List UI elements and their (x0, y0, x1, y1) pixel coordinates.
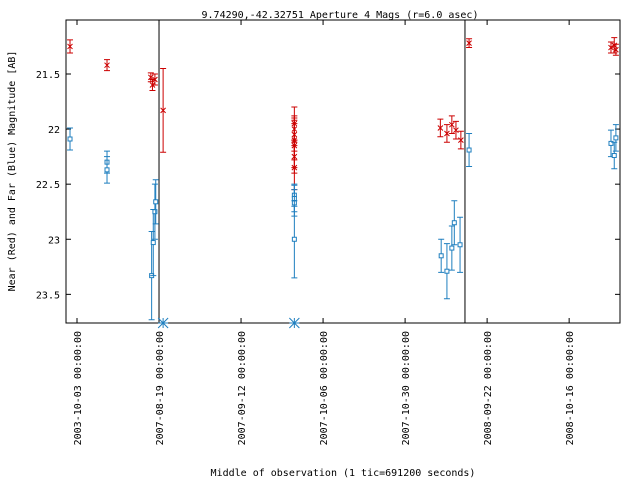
point (438, 253, 444, 259)
point (608, 140, 614, 146)
x-tick-label: 2008-10-16 00:00:00 (565, 331, 576, 445)
point (448, 121, 455, 128)
point (67, 136, 73, 142)
y-tick-label: 22 (48, 125, 60, 136)
point (466, 147, 472, 153)
point (458, 137, 464, 143)
y-axis-label: Near (Red) and Far (Blue) Magnitude [AB] (7, 51, 18, 292)
point (449, 245, 455, 251)
x-tick-label: 2007-10-30 00:00:00 (401, 331, 412, 445)
y-tick-label: 22.5 (36, 180, 60, 191)
bottom-marker (157, 317, 169, 329)
point (147, 74, 154, 81)
point (437, 125, 444, 131)
x-tick-label: 2008-09-22 00:00:00 (483, 331, 494, 445)
y-tick-label: 23.5 (36, 290, 60, 301)
point (457, 242, 463, 248)
point (451, 220, 457, 226)
point (453, 127, 459, 134)
point (444, 268, 450, 274)
y-tick-label: 21.5 (36, 70, 60, 81)
point (611, 153, 617, 159)
point (444, 130, 450, 137)
point (291, 164, 298, 171)
point (613, 135, 619, 141)
bottom-marker (289, 317, 300, 329)
x-tick-label: 2007-08-19 00:00:00 (155, 331, 166, 445)
point (150, 240, 156, 246)
point (160, 107, 166, 114)
point (608, 44, 614, 51)
point (153, 199, 159, 205)
point (104, 167, 110, 173)
y-tick-label: 23 (48, 235, 60, 246)
point (291, 236, 297, 242)
x-tick-label: 2003-10-03 00:00:00 (73, 331, 84, 445)
point (152, 76, 158, 83)
point (104, 62, 110, 69)
point (466, 40, 472, 46)
x-tick-label: 2007-10-06 00:00:00 (319, 331, 330, 445)
plot-frame (65, 19, 621, 324)
x-axis-label: Middle of observation (1 tic=691200 seco… (211, 468, 476, 479)
point (67, 43, 73, 50)
chart-title: 9.74290,-42.32751 Aperture 4 Mags (r=6.0… (202, 10, 479, 21)
x-tick-label: 2007-09-12 00:00:00 (237, 331, 248, 445)
point (613, 46, 619, 53)
point (152, 209, 158, 215)
